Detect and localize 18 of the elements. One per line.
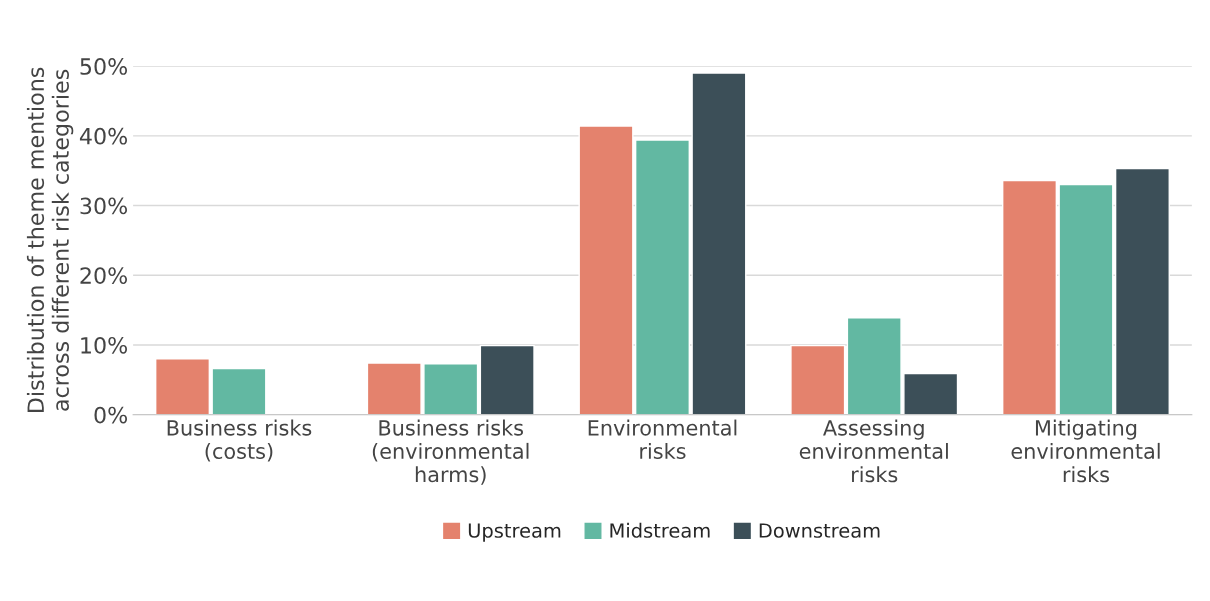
x-tick-label: Environmental risks [588, 419, 737, 460]
legend-label: Upstream [468, 523, 561, 542]
x-tick-label: Business risks (environmental harms) [372, 419, 529, 485]
legend-label: Midstream [610, 522, 710, 538]
bar [790, 344, 846, 415]
bar [1114, 167, 1170, 415]
y-axis-title: Distribution of theme mentions across different risk categories [26, 67, 74, 413]
legend-label: Downstream [759, 523, 880, 538]
y-tick-label: 20% [80, 267, 128, 285]
y-tick-label: 10% [81, 336, 128, 354]
x-tick-label: Mitigating environmental risks [1011, 419, 1160, 483]
x-tick-label: Business risks (costs) [167, 419, 312, 462]
y-tick-label: 30% [80, 197, 128, 215]
y-tick-label: 40% [79, 127, 128, 145]
x-tick-label: Assessing environmental risks [799, 419, 948, 483]
bar [479, 344, 535, 415]
y-tick-label: 50% [80, 58, 128, 75]
y-tick-label: 0% [94, 406, 128, 424]
